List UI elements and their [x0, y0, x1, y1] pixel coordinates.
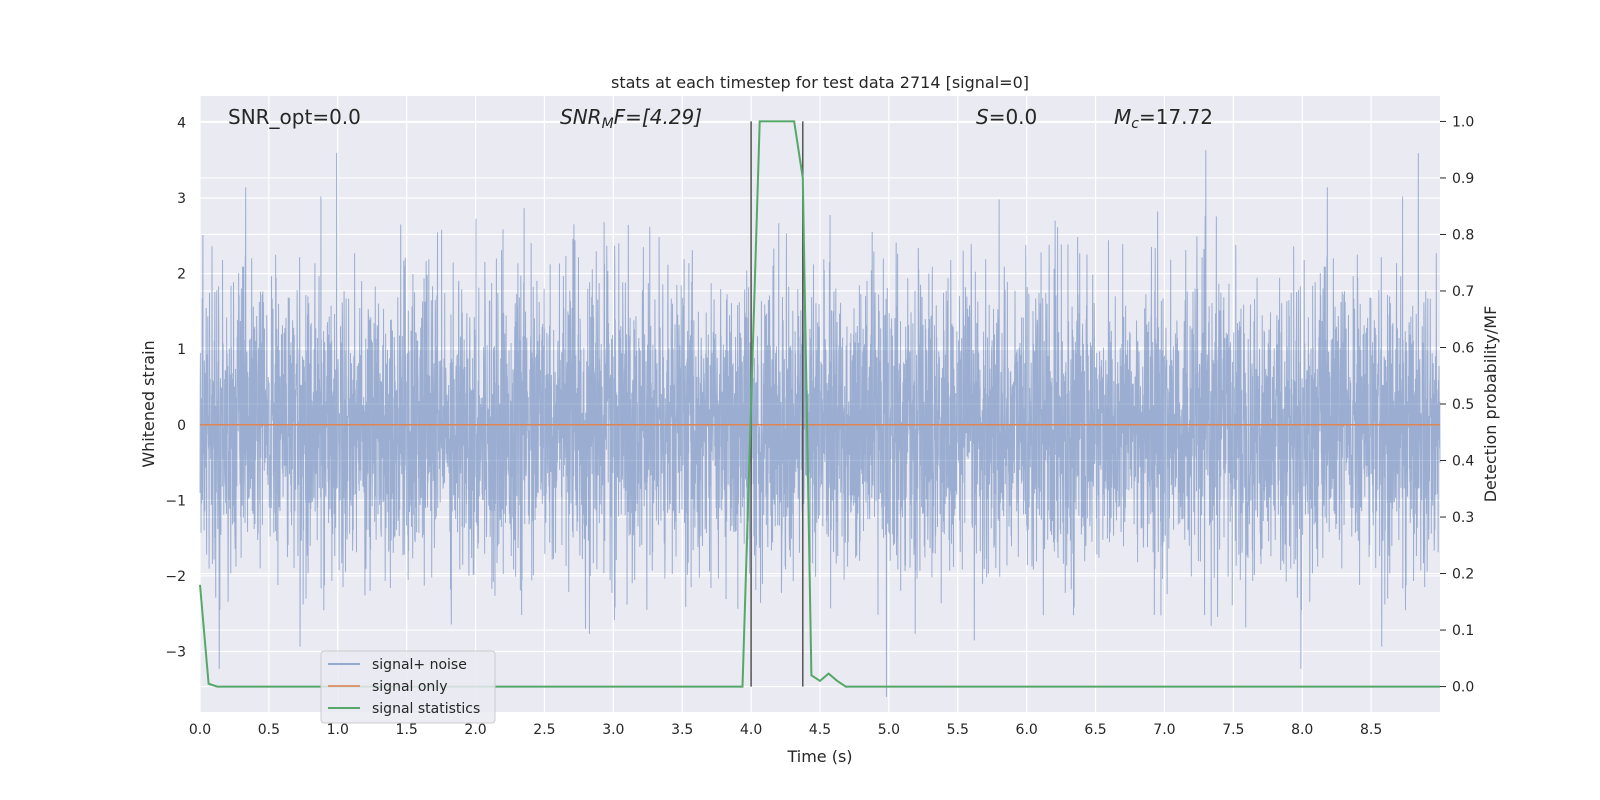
x-tick-label: 5.0 — [878, 722, 900, 738]
x-tick-label: 8.0 — [1291, 722, 1313, 738]
stats-line — [199, 120, 1440, 688]
x-tick-label: 1.0 — [327, 722, 349, 738]
snr-mf-rest: F=[4.29] — [614, 105, 702, 129]
x-tick-label: 3.0 — [602, 722, 624, 738]
y-tick-label: 0 — [177, 418, 186, 434]
y-tick-label: −2 — [165, 569, 186, 585]
y2-tick-label: 0.9 — [1452, 171, 1474, 187]
legend: signal+ noise signal only signal statist… — [320, 650, 496, 724]
x-tick-label: 6.5 — [1084, 722, 1106, 738]
x-tick-label: 0.5 — [258, 722, 280, 738]
s-var: S — [976, 105, 989, 129]
legend-label-noise: signal+ noise — [372, 657, 467, 673]
snr-mf-base: SNR — [560, 105, 602, 129]
y2-tick-label: 0.0 — [1452, 680, 1474, 696]
y2-tick-label: 1.0 — [1452, 114, 1474, 130]
y-tick-label: −3 — [165, 645, 186, 661]
x-tick-label: 7.0 — [1153, 722, 1175, 738]
y2-tick-label: 0.7 — [1452, 284, 1474, 300]
x-tick-label: 4.0 — [740, 722, 762, 738]
y2-tick-label: 0.2 — [1452, 567, 1474, 583]
y-axis-label: Whitened strain — [139, 340, 158, 467]
annotation-snr-mf: SNRMF=[4.29] — [560, 105, 702, 132]
annotation-snr-opt: SNR_opt=0.0 — [228, 105, 361, 129]
x-tick-label: 2.5 — [533, 722, 555, 738]
y-tick-label: 1 — [177, 342, 186, 358]
y2-tick-label: 0.8 — [1452, 227, 1474, 243]
x-tick-label: 0.0 — [189, 722, 211, 738]
x-tick-label: 5.5 — [947, 722, 969, 738]
y2-axis-label: Detection probability/MF — [1481, 306, 1500, 503]
x-tick-label: 3.5 — [671, 722, 693, 738]
x-tick-label: 8.5 — [1360, 722, 1382, 738]
x-axis-label: Time (s) — [786, 747, 852, 766]
y2-tick-label: 0.5 — [1452, 397, 1474, 413]
legend-box — [320, 650, 496, 724]
series-signal-statistics — [199, 120, 1440, 688]
x-tick-label: 7.5 — [1222, 722, 1244, 738]
chart-title: stats at each timestep for test data 271… — [611, 73, 1029, 92]
mc-var: M — [1114, 105, 1131, 129]
y-tick-label: −1 — [165, 493, 186, 509]
x-tick-label: 6.0 — [1016, 722, 1038, 738]
y2-tick-label: 0.1 — [1452, 623, 1474, 639]
snr-mf-sub: M — [602, 116, 614, 132]
x-tick-label: 2.0 — [464, 722, 486, 738]
x-axis-ticks: 0.0 0.5 1.0 1.5 2.0 2.5 3.0 3.5 4.0 4.5 5.0 5.5 6.0 6… — [189, 722, 1382, 738]
legend-label-signal: signal only — [372, 679, 447, 695]
y2-tick-label: 0.6 — [1452, 340, 1474, 356]
y-tick-label: 4 — [177, 115, 186, 131]
y2-tick-label: 0.4 — [1452, 454, 1474, 470]
y-axis-ticks: 4 3 2 1 0 −1 −2 −3 — [165, 115, 186, 660]
y2-axis-ticks: 1.0 0.9 0.8 0.7 0.6 0.5 0.4 0.3 0.2 0.1 0.0 — [1440, 114, 1474, 696]
x-tick-label: 1.5 — [396, 722, 418, 738]
annotation-s: S=0.0 — [976, 105, 1037, 129]
mc-rest: =17.72 — [1139, 105, 1213, 129]
mc-sub: c — [1131, 116, 1139, 132]
y-tick-label: 2 — [177, 267, 186, 283]
legend-label-stats: signal statistics — [372, 701, 480, 717]
s-rest: =0.0 — [989, 105, 1038, 129]
annotation-mc: Mc=17.72 — [1114, 105, 1213, 132]
y2-tick-label: 0.3 — [1452, 510, 1474, 526]
y-tick-label: 3 — [177, 191, 186, 207]
x-tick-label: 4.5 — [809, 722, 831, 738]
